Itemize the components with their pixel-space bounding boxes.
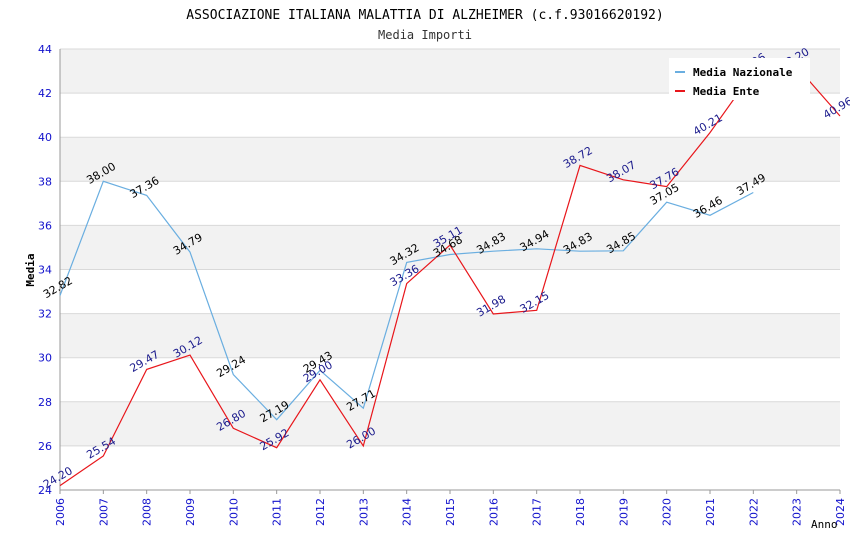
y-tick-label: 40 [38,131,52,144]
grid-band [60,137,840,182]
x-tick-label: 2021 [704,498,717,526]
legend-box [669,58,810,100]
x-tick-label: 2015 [444,498,457,526]
data-label: 36.46 [691,194,725,221]
y-tick-label: 44 [38,43,52,56]
y-tick-label: 38 [38,175,52,188]
data-label: 40.21 [691,111,725,138]
x-tick-label: 2008 [141,498,154,526]
x-tick-label: 2024 [834,498,847,526]
chart-subtitle: Media Importi [378,28,472,42]
y-tick-label: 34 [38,264,52,277]
x-tick-label: 2016 [487,498,500,526]
grid-band [60,225,840,270]
grid-band [60,401,840,446]
x-tick-label: 2017 [531,498,544,526]
x-tick-label: 2010 [227,498,240,526]
x-tick-label: 2007 [97,498,110,526]
data-label: 32.15 [518,289,552,316]
x-tick-label: 2020 [661,498,674,526]
series-line-media-nazionale [59,180,754,421]
legend-label: Media Ente [693,85,760,98]
x-tick-label: 2006 [54,498,67,526]
y-tick-label: 42 [38,87,52,100]
y-tick-label: 28 [38,396,52,409]
x-axis-label: Anno [811,518,838,531]
y-tick-label: 32 [38,308,52,321]
series-line-media-ente [59,65,841,487]
x-tick-label: 2022 [747,498,760,526]
x-tick-label: 2012 [314,498,327,526]
data-label: 24.20 [41,464,75,491]
x-tick-label: 2013 [357,498,370,526]
y-tick-label: 24 [38,484,52,497]
y-tick-label: 26 [38,440,52,453]
x-tick-label: 2011 [271,498,284,526]
x-tick-label: 2023 [791,498,804,526]
x-tick-label: 2014 [401,498,414,526]
chart-title: ASSOCIAZIONE ITALIANA MALATTIA DI ALZHEI… [186,8,663,23]
x-tick-label: 2019 [617,498,630,526]
x-tick-label: 2018 [574,498,587,526]
y-axis-label: Media [24,253,37,286]
y-tick-label: 36 [38,219,52,232]
grid-band [60,313,840,358]
x-tick-label: 2009 [184,498,197,526]
legend-label: Media Nazionale [693,66,793,79]
data-label: 32.82 [41,274,75,301]
y-tick-label: 30 [38,352,52,365]
